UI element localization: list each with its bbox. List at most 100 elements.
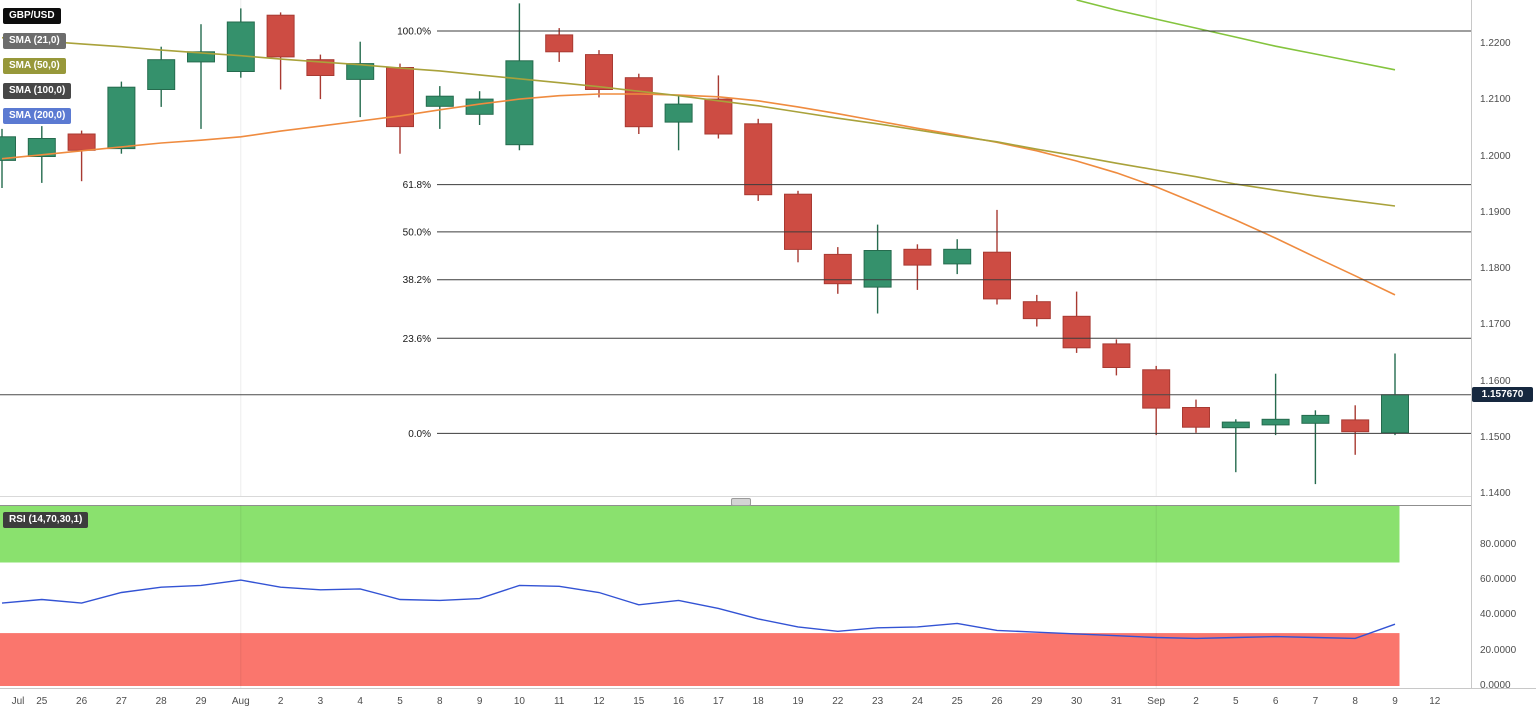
candle-body	[187, 51, 215, 63]
time-axis-label: 9	[1392, 696, 1398, 707]
time-axis-label: 11	[553, 696, 565, 707]
rsi-line	[1, 579, 1396, 640]
candle-body	[0, 136, 16, 161]
rsi-axis-label: 80.0000	[1480, 538, 1517, 550]
rsi-axis-label: 0.0000	[1480, 680, 1511, 691]
candle-body	[823, 253, 852, 285]
candle-body	[704, 98, 733, 135]
time-axis-label: 7	[1312, 696, 1319, 707]
fib-level-label: 100.0%	[397, 27, 431, 38]
sma100-line	[1076, 0, 1396, 71]
candle-body	[1381, 394, 1409, 434]
candle-body	[266, 14, 295, 58]
candle-body	[465, 98, 494, 115]
price-axis-label: 1.2000	[1480, 150, 1511, 162]
symbol-badge[interactable]: GBP/USD	[3, 8, 61, 24]
candle-body	[1142, 369, 1171, 409]
rsi-panel-canvas[interactable]	[0, 505, 1471, 688]
current-price-badge: 1.157670	[1472, 386, 1533, 402]
price-axis-label: 1.1400	[1480, 488, 1511, 500]
candle-body	[1102, 343, 1131, 368]
time-axis-label: 29	[1031, 696, 1043, 707]
rsi-axis-label: 20.0000	[1480, 644, 1517, 656]
time-axis-label: 2	[1193, 696, 1199, 707]
sma200-legend-badge[interactable]: SMA (200,0)	[3, 108, 72, 124]
time-axis-label: 26	[991, 696, 1003, 707]
price-axis-label: 1.1500	[1480, 431, 1511, 443]
time-axis-label: 27	[115, 696, 127, 707]
time-axis-label: 5	[397, 696, 403, 707]
time-axis-label: 8	[1352, 696, 1358, 707]
price-axis-label: 1.2200	[1480, 37, 1511, 49]
time-axis-label: 31	[1110, 696, 1122, 707]
time-axis-label: 6	[1272, 696, 1279, 707]
price-axis-label: 1.1700	[1480, 319, 1511, 331]
candle-body	[505, 60, 534, 146]
candle-body	[1261, 418, 1290, 426]
time-axis-label: 15	[633, 696, 645, 707]
candle-body	[1022, 301, 1051, 320]
time-axis-label: 16	[673, 696, 685, 707]
panel-divider-handle[interactable]	[731, 498, 751, 506]
price-axis-label: 1.1800	[1480, 263, 1511, 274]
time-axis-label: 25	[36, 696, 48, 707]
rsi-oversold-band	[0, 633, 1400, 686]
time-axis-label: 28	[155, 696, 167, 707]
time-axis-label: 12	[1429, 696, 1441, 707]
price-axis[interactable]: 1.2200 1.2100 1.2000 1.1900 1.1800 1.1700 1.16…	[1471, 0, 1536, 691]
fib-level-label: 61.8%	[403, 180, 431, 191]
candle-body	[784, 193, 812, 250]
time-axis-label: 24	[911, 696, 923, 707]
time-axis-label: 8	[437, 696, 443, 707]
candle-body	[1062, 315, 1091, 349]
candle-body	[744, 123, 773, 196]
time-axis-label: 17	[712, 696, 724, 707]
fib-level-label: 0.0%	[408, 429, 431, 440]
time-axis-label: 30	[1071, 696, 1083, 707]
price-axis-label: 1.2100	[1480, 94, 1511, 106]
fib-level-label: 50.0%	[403, 227, 431, 238]
candle-body	[1221, 421, 1250, 429]
fib-level-label: 23.6%	[403, 334, 431, 345]
price-axis-label: 1.1600	[1480, 375, 1511, 387]
candle-body	[545, 34, 574, 53]
candle-body	[425, 95, 454, 107]
time-axis-label: 22	[832, 696, 844, 707]
candle-body	[27, 138, 56, 157]
candle-body	[664, 103, 693, 123]
fib-level-label: 38.2%	[403, 275, 431, 286]
candle-body	[1301, 414, 1330, 424]
rsi-legend-badge[interactable]: RSI (14,70,30,1)	[3, 512, 89, 528]
candle-body	[585, 54, 613, 90]
time-axis-label: 4	[357, 696, 363, 707]
price-axis-label: 1.1900	[1480, 206, 1511, 218]
price-chart-canvas[interactable]: 100.0% 61.8% 50.0% 38.2% 23.6% 0.0%	[0, 0, 1471, 497]
time-axis-label: 3	[317, 696, 324, 707]
sma21-line	[1, 93, 1396, 296]
candle-body	[863, 250, 892, 288]
time-axis-label: 25	[951, 696, 963, 707]
sma100-legend-badge[interactable]: SMA (100,0)	[3, 83, 72, 99]
time-axis-label: 26	[76, 696, 88, 707]
time-axis[interactable]: Jul 25 26 27 28 29 Aug 2 3 4 5 8 9 10 11 12 15 16 17 18 19 22…	[0, 688, 1536, 720]
candle-body	[147, 59, 176, 90]
time-axis-label: 9	[476, 696, 483, 707]
candle-body	[346, 63, 375, 80]
rsi-overbought-band	[0, 506, 1400, 563]
rsi-axis-label: 40.0000	[1480, 609, 1517, 621]
time-axis-label: 23	[872, 696, 884, 707]
time-axis-label: Aug	[231, 696, 250, 707]
candle-body	[107, 86, 136, 150]
candle-body	[67, 133, 96, 151]
time-axis-label: Sep	[1147, 696, 1166, 707]
time-axis-label: 29	[195, 696, 207, 707]
sma50-line	[1, 36, 1396, 207]
candle-body	[943, 248, 972, 265]
candle-body	[624, 77, 653, 128]
sma21-legend-badge[interactable]: SMA (21,0)	[3, 33, 66, 49]
time-axis-label: 19	[792, 696, 804, 707]
sma50-legend-badge[interactable]: SMA (50,0)	[3, 58, 66, 74]
candle-body	[1182, 407, 1210, 428]
rsi-axis-label: 60.0000	[1480, 574, 1517, 586]
